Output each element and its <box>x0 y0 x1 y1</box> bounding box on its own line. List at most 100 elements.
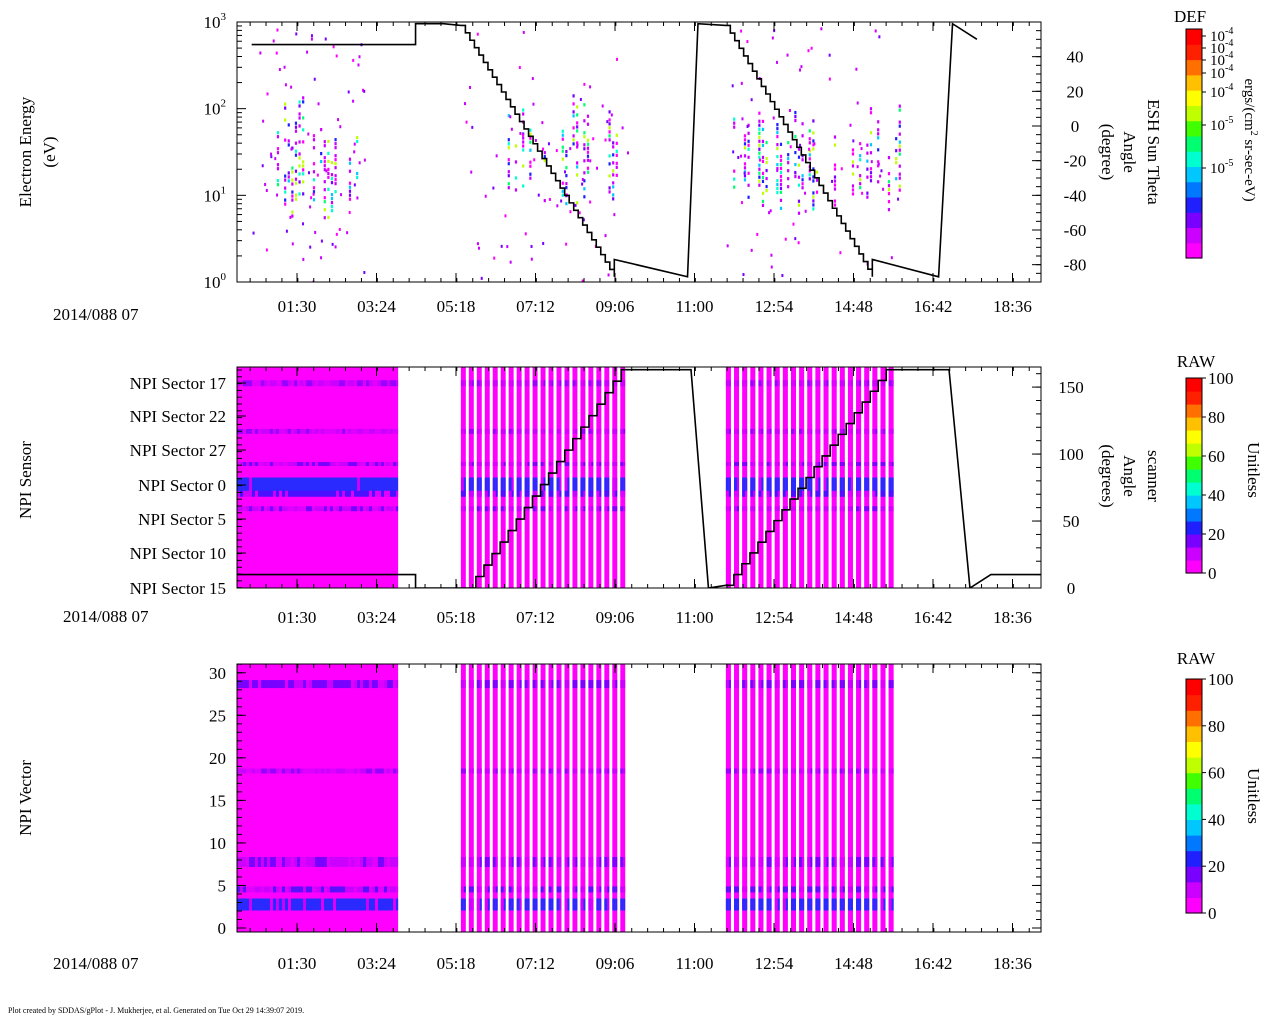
spectrogram-cell <box>522 140 525 144</box>
heatmap-column <box>807 664 813 932</box>
heatmap-cell <box>237 768 240 774</box>
spectrogram-cell <box>815 170 819 174</box>
heatmap-cell <box>728 490 731 497</box>
heatmap-cell <box>511 680 514 689</box>
heatmap-cell <box>237 490 240 497</box>
heatmap-cell <box>559 768 562 774</box>
heatmap-cell <box>737 856 740 867</box>
heatmap-cell <box>519 886 522 893</box>
x-tick-label: 05:18 <box>437 954 476 973</box>
spectrogram-cell <box>831 179 834 183</box>
heatmap-cell <box>273 428 276 434</box>
x-tick-label: 03:24 <box>357 297 396 316</box>
spectrogram-cell <box>259 51 262 55</box>
heatmap-cell <box>396 856 399 867</box>
heatmap-cell <box>815 490 819 497</box>
heatmap-cell <box>495 886 498 893</box>
heatmap-cell <box>769 380 772 387</box>
heatmap-cell <box>802 477 805 492</box>
heatmap-cell <box>479 886 482 893</box>
heatmap-cell <box>725 680 729 689</box>
spectrogram-cell <box>840 167 843 171</box>
heatmap-cell <box>492 462 496 467</box>
spectrogram-cell <box>586 146 590 150</box>
heatmap-cell <box>758 856 762 867</box>
heatmap-cell <box>607 680 610 689</box>
heatmap-cell <box>575 506 578 512</box>
spectrogram-cell <box>895 149 898 153</box>
heatmap-cell <box>548 490 552 497</box>
spectrogram-cell <box>330 173 334 177</box>
heatmap-cell <box>612 428 616 434</box>
heatmap-cell <box>348 886 351 893</box>
heatmap-cell <box>300 506 303 512</box>
spectrogram-cell <box>578 211 581 215</box>
spectrogram-cell <box>313 77 316 81</box>
heatmap-cell <box>793 886 797 893</box>
spectrogram-cell <box>576 113 579 117</box>
heatmap-cell <box>342 477 345 492</box>
spectrogram-cell <box>801 154 804 158</box>
heatmap-cell <box>599 768 602 774</box>
heatmap-cell <box>318 886 321 893</box>
heatmap-cell <box>476 768 480 774</box>
spectrogram-cell <box>743 134 747 138</box>
spectrogram-cell <box>572 114 575 118</box>
heatmap-cell <box>351 856 354 867</box>
heatmap-cell <box>393 490 396 497</box>
spectrogram-cell <box>612 145 615 149</box>
heatmap-cell <box>810 428 813 434</box>
colorbar-cell <box>1186 70 1202 76</box>
spectrogram-cell <box>262 119 265 123</box>
colorbar-cell <box>1186 105 1202 110</box>
spectrogram-cell <box>787 177 790 181</box>
heatmap-cell <box>575 428 578 434</box>
spectrogram-cell <box>812 203 815 207</box>
heatmap-cell <box>793 428 797 434</box>
heatmap-cell <box>258 428 261 434</box>
colorbar-cell <box>1186 547 1202 551</box>
heatmap-cell <box>240 680 243 689</box>
heatmap-cell <box>596 886 600 893</box>
spectrogram-cell <box>866 191 869 195</box>
spectrogram-cell <box>348 185 352 189</box>
x-tick-label: 14:48 <box>834 954 873 973</box>
spectrogram-cell <box>797 241 800 245</box>
heatmap-cell <box>342 428 345 434</box>
heatmap-cell <box>276 856 279 867</box>
heatmap-cell <box>252 856 255 867</box>
spectrogram-cell <box>898 152 901 156</box>
heatmap-cell <box>758 886 762 893</box>
heatmap-column <box>524 664 530 932</box>
spectrogram-cell <box>776 135 779 139</box>
heatmap-cell <box>607 380 610 387</box>
spectrogram-cell <box>895 137 898 141</box>
spectrogram-cell <box>776 183 779 187</box>
heatmap-cell <box>487 680 490 689</box>
heatmap-cell <box>372 856 375 867</box>
heatmap-cell <box>237 856 240 867</box>
heatmap-cell <box>596 506 600 512</box>
heatmap-cell <box>543 490 546 497</box>
heatmap-cell <box>880 898 884 911</box>
heatmap-cell <box>297 477 300 492</box>
heatmap-cell <box>479 462 482 467</box>
spectrogram-cell <box>529 176 532 180</box>
spectrogram-cell <box>312 146 316 150</box>
spectrogram-cell <box>851 188 855 192</box>
spectrogram-cell <box>283 65 286 69</box>
colorbar-cell <box>1186 439 1202 444</box>
heatmap-cell <box>596 380 600 387</box>
spectrogram-cell <box>770 253 773 257</box>
heatmap-cell <box>384 477 387 492</box>
spectrogram-cell <box>851 192 855 196</box>
heatmap-cell <box>243 898 246 911</box>
spectrogram-cell <box>898 184 901 188</box>
heatmap-cell <box>728 768 731 774</box>
heatmap-cell <box>393 462 396 467</box>
heatmap-cell <box>324 768 327 774</box>
heatmap-cell <box>753 768 756 774</box>
electron-energy-x-ticks: 01:30 03:24 05:18 07:12 09:06 11:00 12:54 14:48… <box>249 22 1032 316</box>
heatmap-cell <box>564 898 568 911</box>
